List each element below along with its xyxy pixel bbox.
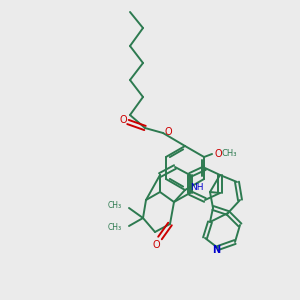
- Text: O: O: [214, 149, 222, 159]
- Text: O: O: [119, 115, 127, 125]
- Text: CH₃: CH₃: [108, 224, 122, 232]
- Text: O: O: [164, 127, 172, 137]
- Text: NH: NH: [190, 182, 204, 191]
- Text: CH₃: CH₃: [221, 149, 237, 158]
- Text: N: N: [212, 245, 220, 255]
- Text: O: O: [152, 240, 160, 250]
- Text: CH₃: CH₃: [108, 202, 122, 211]
